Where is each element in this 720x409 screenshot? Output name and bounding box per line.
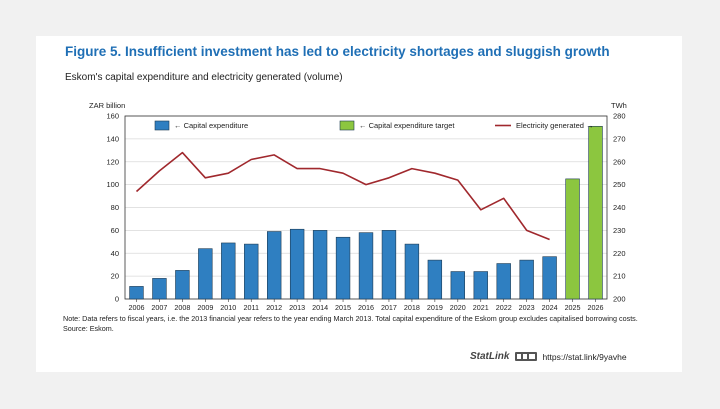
y-right-tick-label: 210 bbox=[613, 272, 626, 281]
legend-swatch bbox=[154, 120, 170, 131]
y-left-tick-label: 80 bbox=[111, 203, 119, 212]
bar bbox=[427, 259, 443, 300]
bar bbox=[404, 243, 420, 300]
x-tick-label: 2006 bbox=[128, 303, 144, 311]
y-right-tick-label: 230 bbox=[613, 226, 626, 235]
legend-label: Electricity generated → bbox=[516, 121, 594, 130]
x-tick-label: 2007 bbox=[151, 303, 167, 311]
x-tick-label: 2022 bbox=[496, 303, 512, 311]
statlink-brand: StatLink bbox=[470, 351, 510, 362]
y-left-tick-label: 0 bbox=[115, 295, 119, 304]
x-tick-label: 2024 bbox=[542, 303, 558, 311]
y-left-tick-label: 60 bbox=[111, 226, 119, 235]
y-right-tick-label: 270 bbox=[613, 134, 626, 143]
y-left-tick-label: 140 bbox=[106, 134, 119, 143]
bar bbox=[496, 263, 511, 300]
y-right-axis-label: TWh bbox=[611, 101, 627, 110]
x-tick-label: 2011 bbox=[244, 303, 259, 311]
y-left-tick-label: 160 bbox=[106, 112, 119, 121]
combo-chart: 0 20 40 60 80 100 120 140 160 200 210 220 230 240 250 2… bbox=[89, 101, 627, 311]
y-right-tick-label: 240 bbox=[613, 203, 626, 212]
x-tick-label: 2025 bbox=[565, 303, 581, 311]
x-tick-label: 2021 bbox=[473, 303, 489, 311]
y-left-axis-label: ZAR billion bbox=[89, 101, 125, 110]
y-right-tick-label: 260 bbox=[613, 157, 626, 166]
x-tick-label: 2015 bbox=[335, 303, 351, 311]
bar bbox=[312, 230, 328, 300]
bar bbox=[473, 271, 488, 300]
x-tick-label: 2026 bbox=[588, 303, 604, 311]
bar bbox=[565, 178, 580, 300]
x-tick-label: 2008 bbox=[174, 303, 190, 311]
x-tick-label: 2014 bbox=[312, 303, 328, 311]
statlink-url[interactable]: https://stat.link/9yavhe bbox=[542, 351, 627, 362]
x-tick-label: 2018 bbox=[404, 303, 420, 311]
x-tick-label: 2009 bbox=[197, 303, 213, 311]
bar bbox=[358, 232, 374, 300]
bar bbox=[450, 271, 465, 300]
x-tick-label: 2013 bbox=[289, 303, 305, 311]
y-right-tick-label: 200 bbox=[613, 295, 626, 304]
figure-notes: Note: Data refers to fiscal years, i.e. … bbox=[63, 314, 673, 334]
legend-label: ← Capital expenditure bbox=[174, 121, 248, 130]
figure-title: Figure 5. Insufficient investment has le… bbox=[65, 44, 610, 59]
x-tick-label: 2020 bbox=[450, 303, 466, 311]
figure-card: Figure 5. Insufficient investment has le… bbox=[36, 36, 682, 372]
y-right-tick-label: 250 bbox=[613, 180, 626, 189]
bar bbox=[129, 286, 144, 300]
source-text: Source: Eskom. bbox=[63, 324, 114, 333]
series-line bbox=[135, 151, 550, 241]
bar bbox=[198, 248, 213, 300]
y-right-tick-label: 280 bbox=[613, 112, 626, 121]
note-text: Note: Data refers to fiscal years, i.e. … bbox=[63, 314, 638, 323]
y-left-tick-label: 40 bbox=[111, 249, 119, 258]
y-right-tick-label: 220 bbox=[613, 249, 626, 258]
x-tick-label: 2012 bbox=[266, 303, 282, 311]
bar bbox=[519, 259, 534, 300]
x-tick-label: 2019 bbox=[427, 303, 443, 311]
bar bbox=[542, 256, 557, 300]
bar bbox=[588, 125, 603, 300]
bar bbox=[152, 278, 167, 300]
x-tick-label: 2010 bbox=[220, 303, 236, 311]
bar bbox=[289, 228, 305, 300]
oecd-logo-icon bbox=[515, 352, 538, 361]
statlink[interactable]: StatLink https://stat.link/9yavhe bbox=[470, 351, 627, 362]
bar bbox=[335, 236, 351, 300]
legend-swatch bbox=[339, 120, 355, 131]
y-left-tick-label: 20 bbox=[111, 272, 119, 281]
bar bbox=[381, 230, 397, 300]
y-left-tick-label: 100 bbox=[106, 180, 119, 189]
legend-label: ← Capital expenditure target bbox=[359, 121, 455, 130]
bar bbox=[175, 270, 190, 300]
x-tick-label: 2023 bbox=[519, 303, 535, 311]
x-tick-label: 2017 bbox=[381, 303, 397, 311]
bar bbox=[244, 243, 259, 300]
x-tick-label: 2016 bbox=[358, 303, 374, 311]
figure-subtitle: Eskom's capital expenditure and electric… bbox=[65, 72, 343, 83]
y-left-tick-label: 120 bbox=[106, 157, 119, 166]
bar bbox=[221, 242, 236, 300]
bar bbox=[267, 231, 282, 300]
